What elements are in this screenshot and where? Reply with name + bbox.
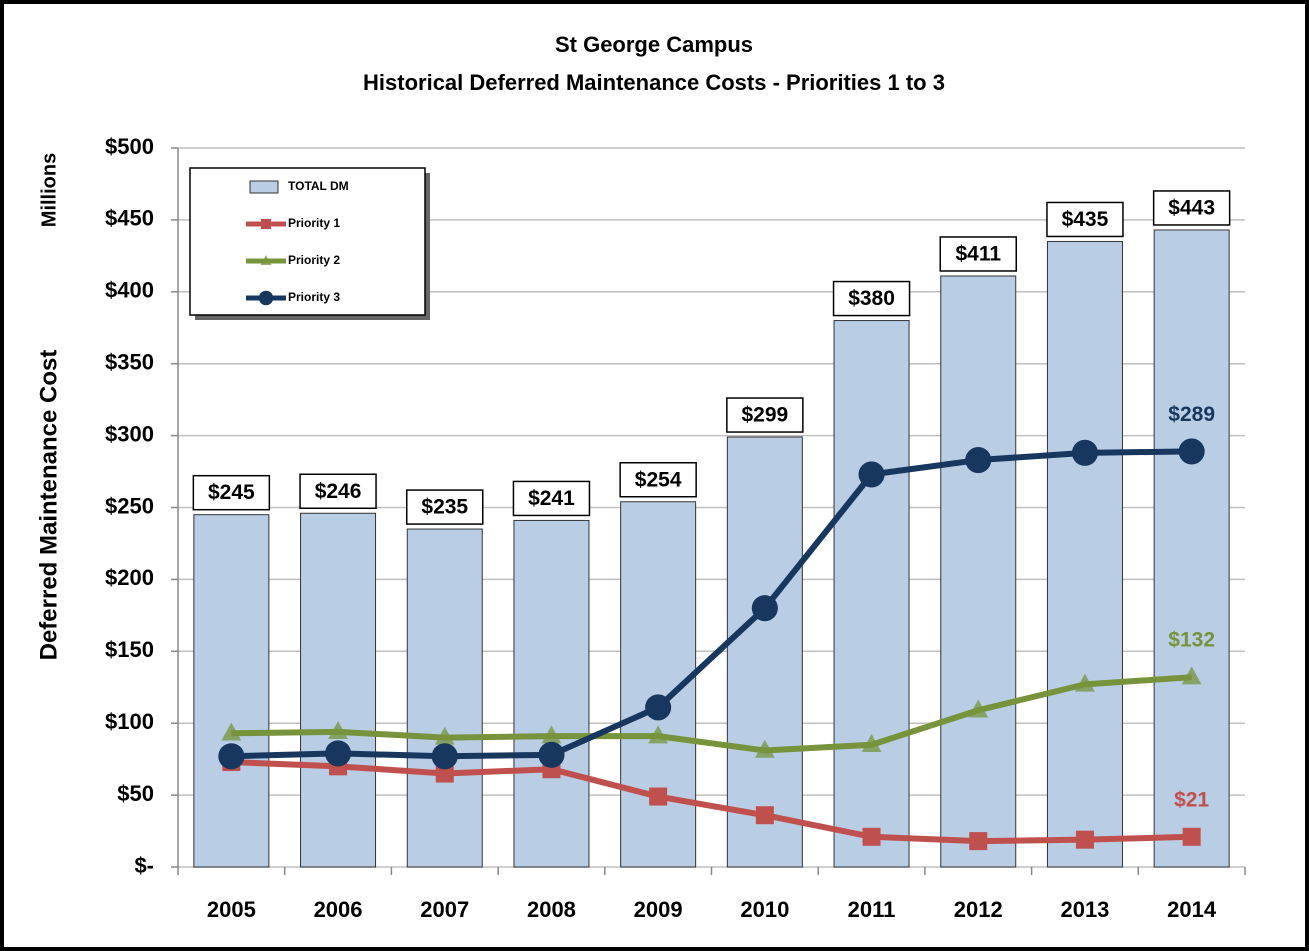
marker [218,743,245,770]
bar [1153,229,1230,868]
legend: TOTAL DM Priority 1 Priority 2 Priority 3 [189,167,430,320]
y-tick-label: $- [134,853,154,878]
line [231,674,1192,754]
bar [1046,240,1123,868]
legend-label: Priority 3 [288,290,340,304]
marker [221,722,242,741]
marker [260,255,272,265]
value-label: $443 [1168,197,1215,220]
value-label: $241 [528,487,575,510]
y-tick-label: $150 [105,637,154,662]
value-label-box [726,397,804,433]
marker [1071,439,1098,466]
y-axis-title: Deferred Maintenance Cost [35,350,62,661]
y-axis-unit: Millions [38,153,60,227]
chart-subtitle: Historical Deferred Maintenance Costs - … [363,70,945,95]
value-label: $254 [635,468,682,491]
marker [969,832,988,851]
value-label: $235 [421,496,468,519]
value-label: $246 [315,480,362,503]
y-tick-label: $400 [105,278,154,303]
marker [751,595,778,622]
value-label-box [1152,190,1231,226]
marker [541,725,562,744]
value-label-box [939,236,1017,272]
marker [1182,827,1201,846]
bar [406,528,483,868]
marker [538,741,565,768]
x-tick-label: 2007 [420,897,469,922]
y-tick-label: $100 [105,709,154,734]
value-label: $289 [1168,403,1215,426]
value-label: $132 [1168,629,1215,652]
marker [261,219,271,229]
x-tick-label: 2014 [1167,897,1217,922]
value-label-box [299,473,377,510]
value-label: $21 [1174,788,1209,811]
legend-box [189,167,426,316]
marker [858,461,885,488]
y-tick-label: $50 [117,781,154,806]
y-tick-label: $500 [105,134,154,159]
x-tick-label: 2010 [740,897,789,922]
x-tick-label: 2005 [207,897,256,922]
value-label: $411 [955,243,1001,266]
x-tick-label: 2008 [527,897,576,922]
legend-label: Priority 1 [288,216,340,230]
y-tick-label: $250 [105,493,154,518]
marker [1178,438,1205,465]
y-tick-label: $450 [105,206,154,231]
bar [513,519,590,868]
value-label-box [619,461,697,498]
marker [431,743,458,770]
x-tick-label: 2009 [634,897,683,922]
y-tick-label: $350 [105,350,154,375]
marker [1075,830,1094,849]
marker [754,739,775,758]
marker [648,725,669,744]
y-tick-label: $300 [105,421,154,446]
value-label-box [406,489,484,525]
value-label-box [192,474,271,511]
x-tick-label: 2013 [1060,897,1109,922]
value-label: $380 [848,287,895,310]
legend-label: Priority 2 [288,253,340,267]
value-label-box [832,280,911,317]
marker [968,699,989,718]
marker [755,806,774,825]
x-tick-label: 2011 [848,897,896,922]
marker [1181,666,1202,685]
bar [940,275,1017,868]
legend-label: TOTAL DM [288,179,349,193]
value-label-box [512,480,591,517]
bar [300,512,377,868]
marker [258,290,274,306]
y-tick-label: $200 [105,565,154,590]
marker [328,721,348,740]
marker [861,733,882,752]
marker [965,446,992,474]
value-label: $435 [1062,208,1109,231]
marker [645,694,672,721]
chart-title: St George Campus [555,32,753,57]
value-label-box [1046,201,1124,238]
value-label: $245 [208,481,255,504]
bar [833,320,910,868]
bar [726,436,803,868]
line [231,448,1192,760]
marker [435,764,454,783]
x-tick-label: 2012 [954,897,1003,922]
marker [434,726,455,745]
marker [862,827,881,846]
x-tick-label: 2006 [314,897,363,922]
legend-swatch [249,180,279,194]
bar [193,514,270,868]
marker [649,787,668,806]
marker [325,740,352,767]
line [231,759,1192,845]
marker [1075,673,1095,692]
value-label: $299 [741,404,788,427]
